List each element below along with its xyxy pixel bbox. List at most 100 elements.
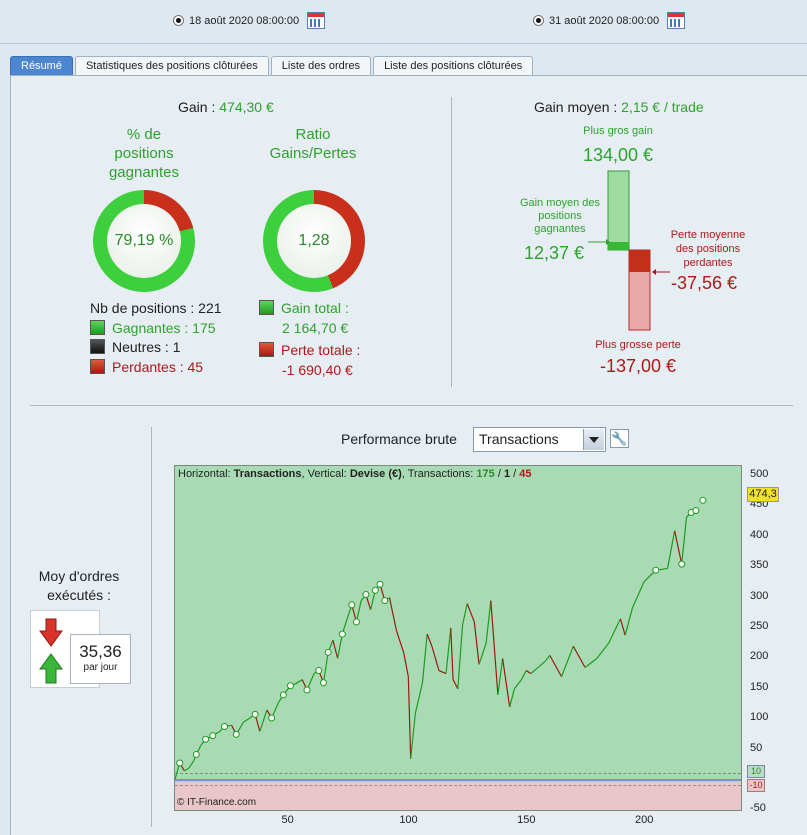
y-tick-label: 400: [750, 528, 769, 541]
equity-segment: [525, 670, 532, 675]
ratio-value: 1,28: [298, 232, 330, 249]
new-high-marker: [381, 597, 389, 605]
equity-segment: [520, 670, 527, 680]
equity-segment: [544, 654, 551, 662]
tab-liste-positions[interactable]: Liste des positions clôturées: [373, 56, 534, 75]
end-date-row: 31 août 2020 08:00:00: [533, 12, 686, 29]
plus-grosse-perte-value: -137,00 €: [599, 356, 677, 376]
new-high-marker: [338, 630, 346, 638]
gain-total: Gain total :: [259, 299, 360, 319]
marker-10: 10: [747, 765, 765, 778]
orders-value: 35,36: [79, 642, 122, 661]
equity-segment: [502, 658, 511, 708]
y-tick-label: 300: [750, 589, 769, 602]
avg-gain-bar: [608, 242, 629, 250]
date-range-bar: 18 août 2020 08:00:00 31 août 2020 08:00…: [0, 0, 807, 44]
select-value: Transactions: [479, 431, 559, 447]
orders-unit: par jour: [83, 662, 118, 673]
new-high-marker: [315, 667, 323, 675]
gain-moyen-value: 2,15 € / trade: [621, 99, 704, 115]
equity-segment: [457, 624, 464, 689]
orders-title-line: exécutés :: [47, 587, 111, 603]
new-high-marker: [699, 496, 707, 504]
y-tick-label: 350: [750, 559, 769, 572]
vertical-divider: [151, 427, 152, 827]
black-square-icon: [90, 339, 105, 354]
start-date-radio[interactable]: [173, 15, 184, 26]
header-text: , Transactions:: [401, 468, 474, 480]
y-tick-label: -50: [750, 802, 766, 815]
plus-gros-gain-value: 134,00 €: [582, 145, 654, 165]
wrench-icon[interactable]: 🔧: [610, 429, 629, 448]
equity-segment: [294, 679, 303, 685]
label-line: des positions: [675, 243, 741, 255]
legend-gagnantes: Gagnantes : 175: [90, 319, 222, 339]
pct-title-line: gagnantes: [108, 164, 180, 181]
pct-value: 79,19 %: [114, 232, 174, 249]
equity-segment: [395, 630, 405, 653]
tab-bar: Résumé Statistiques des positions clôtur…: [10, 56, 535, 75]
new-high-marker: [286, 682, 294, 690]
gain-total-value: 2 164,70 €: [282, 319, 349, 336]
label-line: perdantes: [683, 257, 733, 269]
equity-segment: [572, 645, 586, 668]
perte-totale-value: -1 690,40 €: [282, 361, 353, 378]
new-high-marker: [232, 730, 240, 738]
x-tick-label: 50: [281, 814, 294, 826]
new-high-marker: [692, 507, 700, 515]
y-tick-label: 150: [750, 680, 769, 693]
calendar-icon[interactable]: [667, 12, 686, 29]
header-text: , Vertical:: [301, 468, 347, 480]
equity-segment: [259, 709, 268, 732]
equity-segment: [332, 640, 339, 659]
equity-segment: [674, 530, 683, 565]
tab-liste-ordres[interactable]: Liste des ordres: [270, 56, 372, 75]
equity-segment: [485, 600, 492, 644]
pct-title-line: % de: [126, 126, 162, 143]
equity-segment: [421, 634, 428, 683]
ratio-title-line: Gains/Pertes: [269, 145, 357, 162]
orders-box: 35,36 par jour: [30, 610, 132, 692]
new-high-marker: [324, 648, 332, 656]
equity-segment: [490, 600, 499, 695]
new-high-marker: [376, 580, 384, 588]
equity-segment: [560, 646, 574, 677]
horizontal-divider: [30, 405, 793, 406]
new-high-marker: [279, 691, 287, 699]
tab-resume[interactable]: Résumé: [10, 56, 73, 75]
equity-segment: [608, 618, 621, 644]
tab-statistiques[interactable]: Statistiques des positions clôturées: [74, 56, 269, 75]
threshold-line-minus10: [175, 785, 741, 786]
new-high-marker: [362, 591, 370, 599]
donut-center: 79,19 %: [107, 204, 181, 278]
gain-moyen-label: Gain moyen :: [534, 99, 618, 115]
header-text: /: [513, 468, 517, 480]
equity-segment: [243, 718, 249, 723]
gain-moyen-header: Gain moyen : 2,15 € / trade: [534, 99, 704, 115]
chevron-down-icon[interactable]: [583, 429, 604, 450]
new-high-marker: [371, 586, 379, 594]
new-high-marker: [251, 710, 259, 718]
ratio-title-line: Ratio: [295, 126, 331, 143]
avg-loss-bar: [629, 250, 650, 272]
gain-moyen-positions-value: 12,37 €: [524, 243, 585, 263]
red-square-icon: [90, 358, 105, 374]
equity-segment: [666, 530, 676, 569]
equity-segment: [549, 655, 563, 677]
calendar-icon[interactable]: [307, 12, 326, 29]
plus-grosse-perte-label: Plus grosse perte: [595, 339, 681, 351]
equity-segment: [355, 600, 362, 623]
label-line: positions: [538, 210, 582, 222]
end-date-radio[interactable]: [533, 15, 544, 26]
equity-segment: [388, 597, 398, 632]
vertical-divider: [451, 97, 452, 387]
horizontal-axis-select[interactable]: Transactions: [473, 427, 606, 452]
equity-curve: [175, 496, 707, 780]
marker-minus-10: -10: [747, 779, 765, 792]
new-high-marker: [209, 732, 217, 740]
buy-sell-arrows-icon: [39, 618, 63, 684]
new-high-marker: [678, 560, 686, 568]
new-high-marker: [192, 750, 200, 758]
header-text: Horizontal:: [178, 468, 231, 480]
equity-segment: [473, 621, 480, 665]
